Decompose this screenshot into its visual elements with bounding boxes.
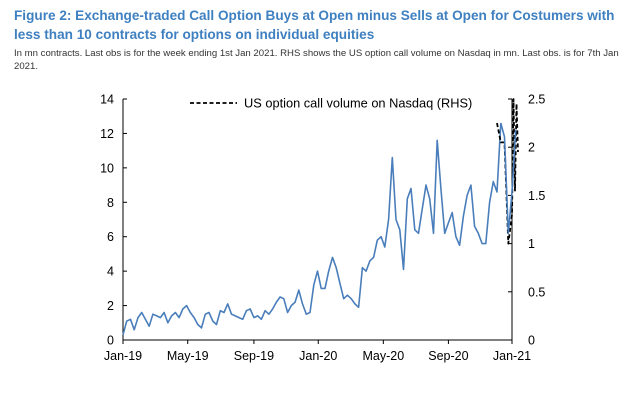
right-y-tick-label: 1 — [528, 237, 535, 251]
x-tick-label: Sep-19 — [234, 349, 274, 363]
right-y-tick-label: 2.5 — [528, 93, 545, 107]
series-line-call-buys-minus-sells-0 — [122, 123, 502, 336]
left-y-tick-label: 8 — [107, 196, 114, 210]
right-y-tick-label: 2 — [528, 141, 535, 155]
right-y-tick-label: 0.5 — [528, 285, 545, 299]
left-y-tick-label: 14 — [100, 93, 114, 107]
right-y-tick-label: 0 — [528, 334, 535, 348]
left-y-tick-label: 12 — [100, 127, 114, 141]
figure-subtitle: In mn contracts. Last obs is for the wee… — [14, 48, 619, 72]
figure-title: Figure 2: Exchange-traded Call Option Bu… — [14, 8, 615, 42]
left-y-tick-label: 0 — [107, 334, 114, 348]
x-tick-label: Jan-21 — [493, 349, 531, 363]
left-y-tick-label: 4 — [107, 265, 114, 279]
x-tick-label: Jan-19 — [104, 349, 142, 363]
left-y-tick-label: 6 — [107, 230, 114, 244]
x-tick-label: Sep-20 — [428, 349, 468, 363]
series-line-call-buys-minus-sells-2 — [500, 122, 517, 235]
left-y-tick-label: 10 — [100, 161, 114, 175]
x-tick-label: May-20 — [362, 349, 404, 363]
x-tick-label: May-19 — [167, 349, 209, 363]
x-tick-label: Jan-20 — [299, 349, 337, 363]
legend-label: US option call volume on Nasdaq (RHS) — [244, 96, 472, 111]
right-y-tick-label: 1.5 — [528, 189, 545, 203]
left-y-tick-label: 2 — [107, 299, 114, 313]
